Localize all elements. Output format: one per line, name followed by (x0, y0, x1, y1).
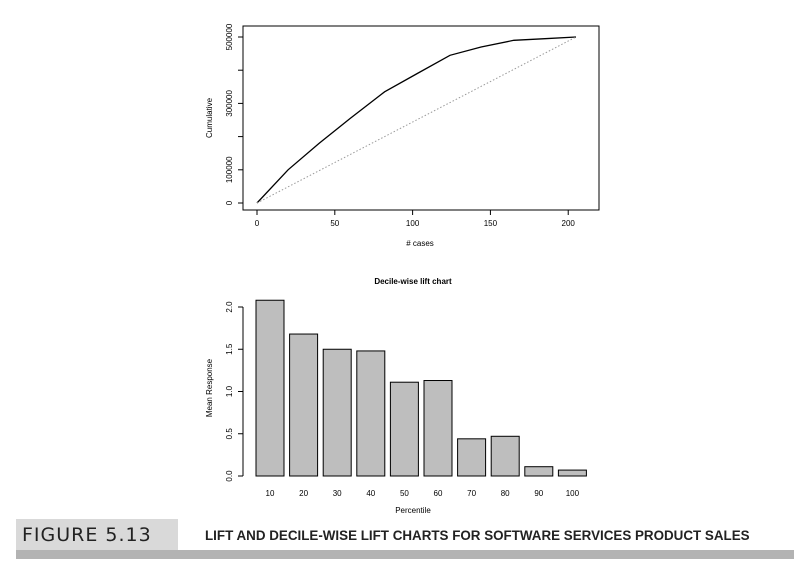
decile-y-tick-label: 1.0 (225, 385, 234, 397)
figure-number: FIGURE 5.13 (16, 519, 178, 551)
lift-y-axis-title: Cumulative (205, 97, 214, 138)
decile-x-tick-label: 80 (501, 489, 510, 498)
decile-x-tick-label: 30 (333, 489, 342, 498)
lift-x-tick-label: 100 (406, 219, 420, 228)
decile-y-tick-label: 2.0 (225, 301, 234, 313)
decile-x-tick-label: 20 (299, 489, 308, 498)
decile-x-tick-label: 40 (366, 489, 375, 498)
decile-y-axis: 0.0 0.5 1.0 1.5 2.0 (225, 301, 244, 482)
decile-x-tick-label: 50 (400, 489, 409, 498)
decile-bar (490, 435, 520, 477)
decile-x-tick-label: 60 (434, 489, 443, 498)
lift-y-tick-label: 100000 (225, 156, 234, 183)
decile-y-tick-label: 1.5 (225, 343, 234, 355)
decile-x-axis-title: Percentile (395, 506, 431, 515)
figure-caption-text: LIFT AND DECILE-WISE LIFT CHARTS FOR SOF… (205, 527, 750, 543)
lift-baseline-line (256, 36, 577, 204)
decile-x-tick-label: 100 (566, 489, 580, 498)
decile-bars (255, 299, 587, 477)
decile-chart-title: Decile-wise lift chart (374, 277, 452, 286)
lift-x-axis-title: # cases (406, 239, 434, 248)
decile-bar (557, 469, 587, 477)
lift-chart: 0 50 100 150 200 0 100000 300000 500000 # cases… (205, 23, 600, 248)
decile-bar (356, 350, 386, 477)
decile-x-tick-label: 90 (534, 489, 543, 498)
lift-y-axis: 0 100000 300000 500000 (225, 23, 243, 205)
decile-bar (289, 333, 319, 477)
lift-y-tick-label: 300000 (225, 90, 234, 117)
lift-y-tick-label: 0 (225, 200, 234, 205)
decile-chart: Decile-wise lift chart 10 20 30 40 50 60 70 80 9… (205, 277, 587, 515)
lift-x-tick-label: 150 (484, 219, 498, 228)
lift-x-tick-label: 50 (330, 219, 339, 228)
decile-bar (457, 438, 487, 477)
decile-bar (322, 348, 352, 477)
decile-y-axis-title: Mean Response (205, 358, 214, 417)
lift-x-tick-label: 200 (562, 219, 576, 228)
lift-y-tick-label: 500000 (225, 23, 234, 50)
decile-x-tick-label: 70 (467, 489, 476, 498)
lift-series (256, 36, 577, 204)
lift-plot-frame (242, 25, 600, 211)
decile-y-tick-label: 0.5 (225, 428, 234, 440)
figure-caption: FIGURE 5.13 LIFT AND DECILE-WISE LIFT CH… (16, 519, 794, 559)
lift-x-axis: 0 50 100 150 200 (255, 210, 576, 228)
caption-divider (16, 550, 794, 559)
decile-x-axis: 10 20 30 40 50 60 70 80 90 100 (266, 489, 580, 498)
decile-x-tick-label: 10 (266, 489, 275, 498)
decile-bar (524, 466, 554, 477)
decile-bar (255, 299, 285, 477)
lift-x-tick-label: 0 (255, 219, 260, 228)
decile-bar (423, 380, 453, 477)
decile-bar (389, 381, 419, 477)
lift-cumulative-line (256, 36, 577, 204)
decile-y-tick-label: 0.0 (225, 470, 234, 482)
